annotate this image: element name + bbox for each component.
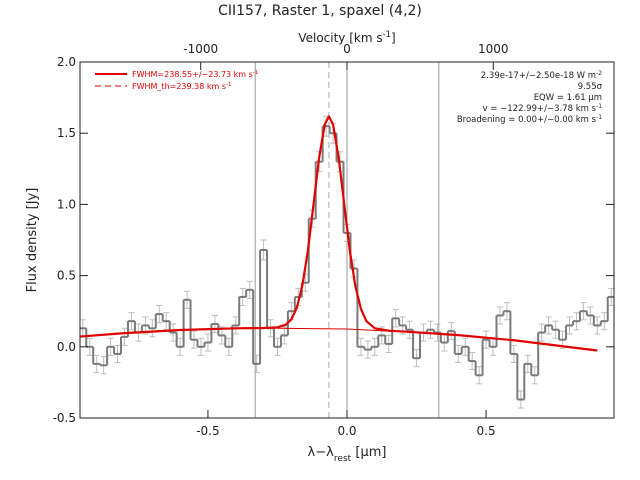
legend-label: FWHM_th=239.38 km s-1 [132, 82, 232, 91]
x-axis-label-part: rest [334, 454, 352, 464]
annotation-part: v = −122.99+/−3.78 km s [483, 104, 597, 114]
x2-axis-label: Velocity [km s-1] [298, 29, 395, 45]
legend-label-part: -1 [226, 82, 232, 88]
x-axis-label: λ−λrest [μm] [308, 445, 387, 464]
annotation-part: -2 [596, 70, 602, 77]
y-tick-label: 1.5 [57, 126, 76, 140]
annotation: v = −122.99+/−3.78 km s-1 [483, 103, 603, 115]
legend-label: FWHM=238.55+/−23.73 km s-1 [132, 70, 259, 79]
y-tick-label: 2.0 [57, 55, 76, 69]
x2-tick-label: 1000 [478, 42, 509, 56]
legend-label-part: FWHM_th=239.38 km s [132, 82, 226, 91]
x-axis-label-part: λ−λ [308, 445, 335, 460]
annotation-part: EQW = 1.61 μm [534, 93, 602, 103]
x2-axis-label-part: ] [391, 31, 396, 45]
annotation-part: 9.55σ [578, 82, 603, 92]
annotation-part: 2.39e-17+/−2.50e-18 W m [481, 71, 596, 81]
x2-axis-label-part: -1 [383, 29, 391, 39]
annotation-part: Broadening = 0.00+/−0.00 km s [457, 115, 597, 125]
x2-tick-label: 0 [343, 42, 351, 56]
x-tick-label: 0.0 [337, 424, 356, 438]
x2-axis-label-part: Velocity [km s [298, 31, 382, 45]
legend-label-part: FWHM=238.55+/−23.73 km s [132, 70, 253, 79]
x2-tick-label: -1000 [183, 42, 218, 56]
annotation: Broadening = 0.00+/−0.00 km s-1 [457, 114, 602, 126]
annotation: EQW = 1.61 μm [534, 93, 602, 103]
y-tick-label: 0.5 [57, 269, 76, 283]
y-tick-label: -0.5 [53, 411, 76, 425]
x-axis-label-part: [μm] [351, 445, 386, 460]
y-axis-label: Flux density [Jy] [25, 188, 40, 293]
fit-line [79, 115, 598, 352]
x-tick-label: 0.5 [477, 424, 496, 438]
annotation: 2.39e-17+/−2.50e-18 W m-2 [481, 70, 602, 82]
annotation-part: -1 [596, 114, 602, 121]
chart-title: CII157, Raster 1, spaxel (4,2) [218, 3, 422, 19]
annotation: 9.55σ [578, 82, 603, 92]
annotation-part: -1 [596, 103, 602, 110]
x-tick-label: -0.5 [196, 424, 219, 438]
y-tick-label: 1.0 [57, 197, 76, 211]
y-tick-label: 0.0 [57, 340, 76, 354]
legend-label-part: -1 [253, 70, 259, 76]
